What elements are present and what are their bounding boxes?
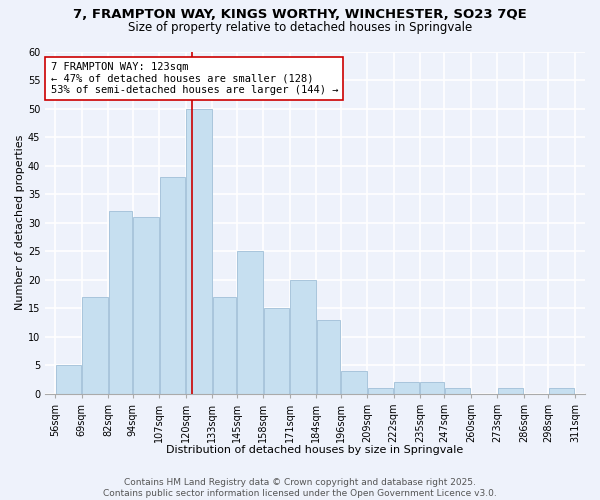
Bar (445, 388, 470, 394)
Y-axis label: Number of detached properties: Number of detached properties (15, 135, 25, 310)
Bar (212, 296, 236, 394)
Bar (394, 382, 419, 394)
X-axis label: Distribution of detached houses by size in Springvale: Distribution of detached houses by size … (166, 445, 464, 455)
Text: Contains HM Land Registry data © Crown copyright and database right 2025.
Contai: Contains HM Land Registry data © Crown c… (103, 478, 497, 498)
Text: 7 FRAMPTON WAY: 123sqm
← 47% of detached houses are smaller (128)
53% of semi-de: 7 FRAMPTON WAY: 123sqm ← 47% of detached… (50, 62, 338, 95)
Bar (421, 382, 444, 394)
Bar (368, 388, 393, 394)
Bar (290, 280, 316, 394)
Text: Size of property relative to detached houses in Springvale: Size of property relative to detached ho… (128, 21, 472, 34)
Bar (317, 320, 340, 394)
Bar (82, 296, 108, 394)
Bar (133, 217, 159, 394)
Bar (186, 108, 212, 394)
Bar (109, 211, 132, 394)
Bar (56, 365, 81, 394)
Bar (549, 388, 574, 394)
Bar (237, 251, 263, 394)
Bar (263, 308, 289, 394)
Bar (341, 371, 367, 394)
Bar (160, 177, 185, 394)
Text: 7, FRAMPTON WAY, KINGS WORTHY, WINCHESTER, SO23 7QE: 7, FRAMPTON WAY, KINGS WORTHY, WINCHESTE… (73, 8, 527, 20)
Bar (498, 388, 523, 394)
